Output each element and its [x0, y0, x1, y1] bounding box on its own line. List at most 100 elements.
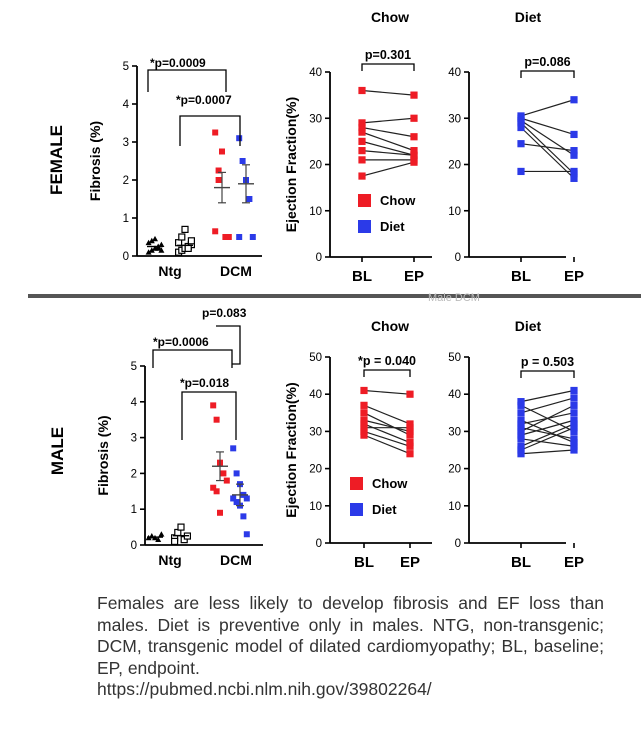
female-ef-chow-bl-point [358, 137, 366, 145]
male-ef-chow-y-tick-label: 40 [309, 389, 322, 401]
male-ef-diet-y-tick-label: 10 [448, 501, 461, 513]
male-fibrosis-point [217, 509, 223, 516]
male-ef-chow-pair-line [363, 389, 411, 395]
male-ef-chow-pair-line [363, 419, 411, 432]
male-ef-chow-ep-point [406, 450, 414, 458]
faded-overlap-text: Male DCM [428, 292, 480, 304]
male-ef-chow-ep-point [406, 424, 414, 432]
female-ef-chow-sig-label: p=0.301 [365, 48, 411, 62]
male-fibrosis-point [213, 488, 220, 495]
male-ef-chow-legend-label-diet: Diet [372, 502, 397, 517]
male-ef-diet-ep-point [570, 394, 578, 402]
female-ef-chow-y-tick-label: 30 [309, 113, 322, 125]
female-fibrosis-point [187, 237, 195, 245]
male-ef-chow-y-tick-label: 30 [309, 426, 322, 438]
female-ef-chow-y-tick-label: 10 [309, 206, 322, 218]
male-ef-diet-pair-line [520, 423, 575, 447]
male-ef-chow-pair-line [363, 404, 411, 425]
caption-url[interactable]: https://pubmed.ncbi.nlm.nih.gov/39802264… [97, 679, 432, 700]
male-ef-diet-x-label-bl: BL [511, 554, 531, 571]
female-ef-chow-y-tick-label: 20 [309, 160, 322, 172]
male-ef-diet-ep-point [570, 386, 578, 395]
male-ef-diet-ep-point [570, 409, 578, 417]
male-ef-diet-ep-point [570, 446, 578, 454]
male-ef-chow-ep-point [406, 427, 414, 435]
male-ef-chow-y-tick-label: 50 [309, 352, 322, 364]
male-fibrosis-y-tick-label: 1 [131, 504, 137, 516]
female-ef-chow-y-tick-label: 40 [309, 67, 322, 79]
male-ef-diet-bl-point [517, 442, 525, 450]
male-fibrosis-sig-label: p=0.083 [202, 306, 247, 320]
female-fibrosis-point [249, 234, 256, 240]
male-ef-diet-bl-point [517, 420, 525, 428]
male-ef-chow-legend-swatch-diet [350, 503, 363, 516]
male-ef-chow-bl-point [360, 431, 368, 439]
female-ef-diet-ep-point [570, 174, 578, 182]
female-ef-diet-pair-line [520, 99, 575, 117]
male-ef-diet-ep-point [570, 420, 578, 428]
male-fibrosis-sig-bracket [181, 391, 237, 440]
female-ef-diet-bl-point [517, 140, 525, 148]
male-ef-diet-bl-point [517, 450, 525, 458]
male-ef-chow-ep-point [406, 431, 414, 439]
male-ef-diet-bl-point [517, 431, 525, 439]
male-fibrosis-point [158, 531, 165, 537]
male-ef-diet-title: Diet [515, 318, 542, 334]
female-ef-diet-bl-point [517, 123, 525, 132]
male-ef-diet-x-label-ep: EP [564, 554, 584, 571]
female-fibrosis-point [145, 239, 152, 246]
male-ef-chow-y-tick-label: 20 [309, 464, 322, 476]
female-ef-chow-ep-point [410, 114, 418, 122]
female-fibrosis-point [212, 129, 219, 136]
male-ef-diet-bl-point [517, 427, 525, 435]
male-fibrosis-y-tick-label: 4 [131, 397, 138, 409]
male-fibrosis-y-tick-label: 5 [131, 361, 137, 373]
caption-text: Females are less likely to develop fibro… [97, 593, 604, 678]
female-fibrosis-point [222, 234, 229, 240]
male-ef-chow-y-tick-label: 10 [309, 501, 322, 513]
male-ef-diet-pair-line [520, 438, 575, 447]
male-fibrosis-x-label-ntg: Ntg [158, 552, 181, 568]
female-fibrosis-point [225, 234, 232, 240]
male-ef-diet-y-tick-label: 40 [448, 389, 461, 401]
female-ef-chow-ep-point [410, 151, 418, 159]
female-ef-diet-x-label-bl: BL [511, 268, 531, 285]
female-ef-chow-bl-point [358, 86, 366, 95]
male-fibrosis-point [240, 513, 247, 520]
male-fibrosis-point [220, 470, 227, 477]
female-ef-chow-y-tick-label: 0 [316, 252, 322, 264]
female-ef-diet-y-tick-label: 0 [455, 252, 461, 264]
male-fibrosis-point [233, 499, 240, 506]
female-fibrosis-point [148, 247, 155, 253]
female-ef-chow-pair-line [361, 140, 415, 156]
male-fibrosis-point [171, 537, 179, 546]
female-ef-chow-pair-line [361, 131, 415, 152]
male-fibrosis-y-tick-label: 2 [131, 468, 137, 480]
female-fibrosis-y-tick-label: 2 [123, 175, 129, 187]
female-fibrosis-y-tick-label: 5 [123, 61, 129, 73]
female-fibrosis-sig-label: *p=0.0009 [150, 56, 206, 70]
female-fibrosis-y-tick-label: 1 [123, 213, 129, 225]
female-ef-chow-legend-label-diet: Diet [380, 219, 405, 234]
female-ef-diet-ep-point [570, 96, 578, 104]
female-fibrosis-y-tick-label: 4 [123, 99, 130, 111]
male-ef-diet-bl-point [517, 401, 525, 409]
female-ef-diet-sig-label: p=0.086 [524, 55, 570, 69]
male-ef-diet-ep-point [570, 401, 578, 409]
female-ef-chow-bl-point [358, 147, 366, 155]
female-ef-chow-pair-line [361, 150, 415, 156]
female-ef-chow-ep-point [410, 133, 418, 141]
male-ef-chow-bl-point [360, 427, 368, 435]
male-ef-diet-bl-point [517, 446, 525, 454]
female-ef-chow-title: Chow [371, 9, 409, 25]
male-ef-chow-bl-point [360, 386, 368, 395]
male-ef-chow-bl-point [360, 401, 368, 409]
male-ef-chow-bl-point [360, 420, 368, 428]
female-fibrosis-y-tick-label: 3 [123, 137, 129, 149]
male-ef-chow-y-label: Ejection Fraction(%) [283, 382, 299, 517]
male-ef-diet-bl-point [517, 435, 525, 443]
female-ef-diet-pair-line [520, 143, 575, 152]
female-ef-diet-bl-point [517, 167, 525, 176]
male-ef-chow-title: Chow [371, 318, 409, 334]
female-ef-diet-y-tick-label: 40 [448, 67, 461, 79]
